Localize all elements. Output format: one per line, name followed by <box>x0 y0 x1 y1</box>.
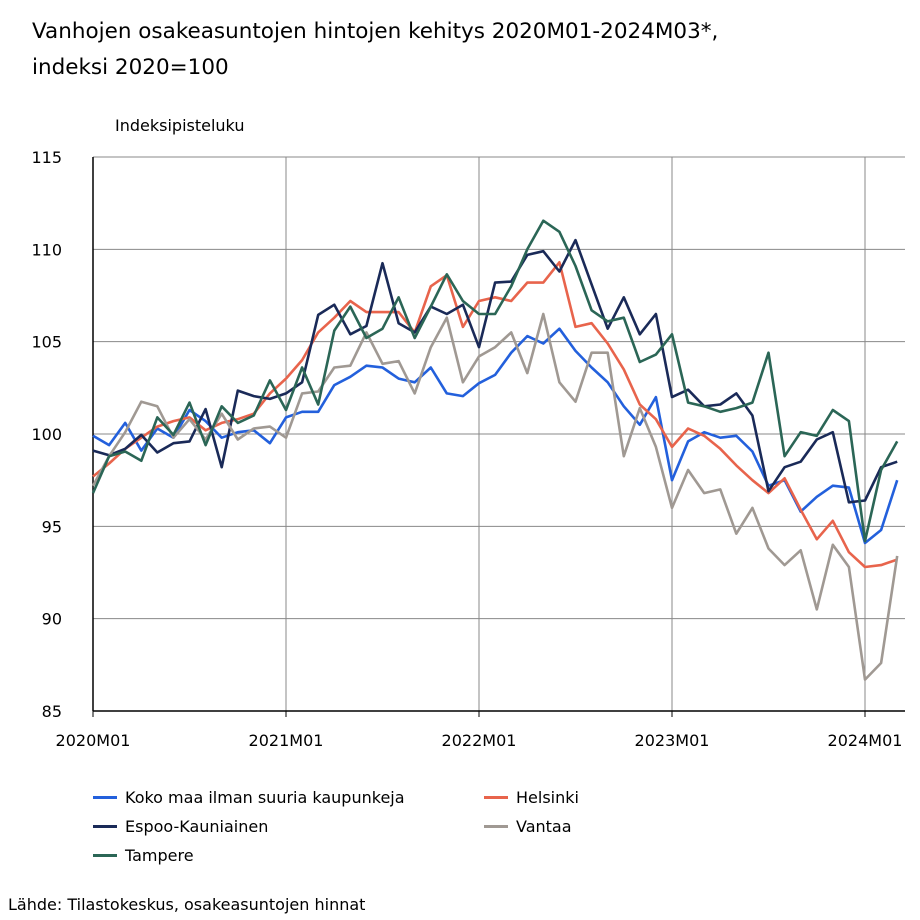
series-line-2 <box>92 238 898 504</box>
series-line-3 <box>91 312 899 681</box>
x-tick-label: 2020M01 <box>56 731 131 750</box>
x-tick-label: 2024M01 <box>828 731 903 750</box>
y-tick-label: 100 <box>31 425 62 444</box>
y-axis-label: Indeksipisteluku <box>115 116 245 135</box>
x-tick-label: 2022M01 <box>442 731 517 750</box>
y-tick-label: 85 <box>42 702 62 721</box>
y-tick-label: 105 <box>31 333 62 352</box>
chart-title: Vanhojen osakeasuntojen hintojen kehitys… <box>32 19 719 80</box>
x-tick-label: 2023M01 <box>635 731 710 750</box>
x-tick-label: 2021M01 <box>249 731 324 750</box>
series-line-4 <box>91 219 899 543</box>
source-note: Lähde: Tilastokeskus, osakeasuntojen hin… <box>8 895 366 914</box>
y-tick-label: 90 <box>42 610 62 629</box>
y-tick-label: 110 <box>31 240 62 259</box>
y-tick-label: 95 <box>42 517 62 536</box>
series-line-1 <box>92 260 898 569</box>
y-tick-label: 115 <box>31 148 62 167</box>
